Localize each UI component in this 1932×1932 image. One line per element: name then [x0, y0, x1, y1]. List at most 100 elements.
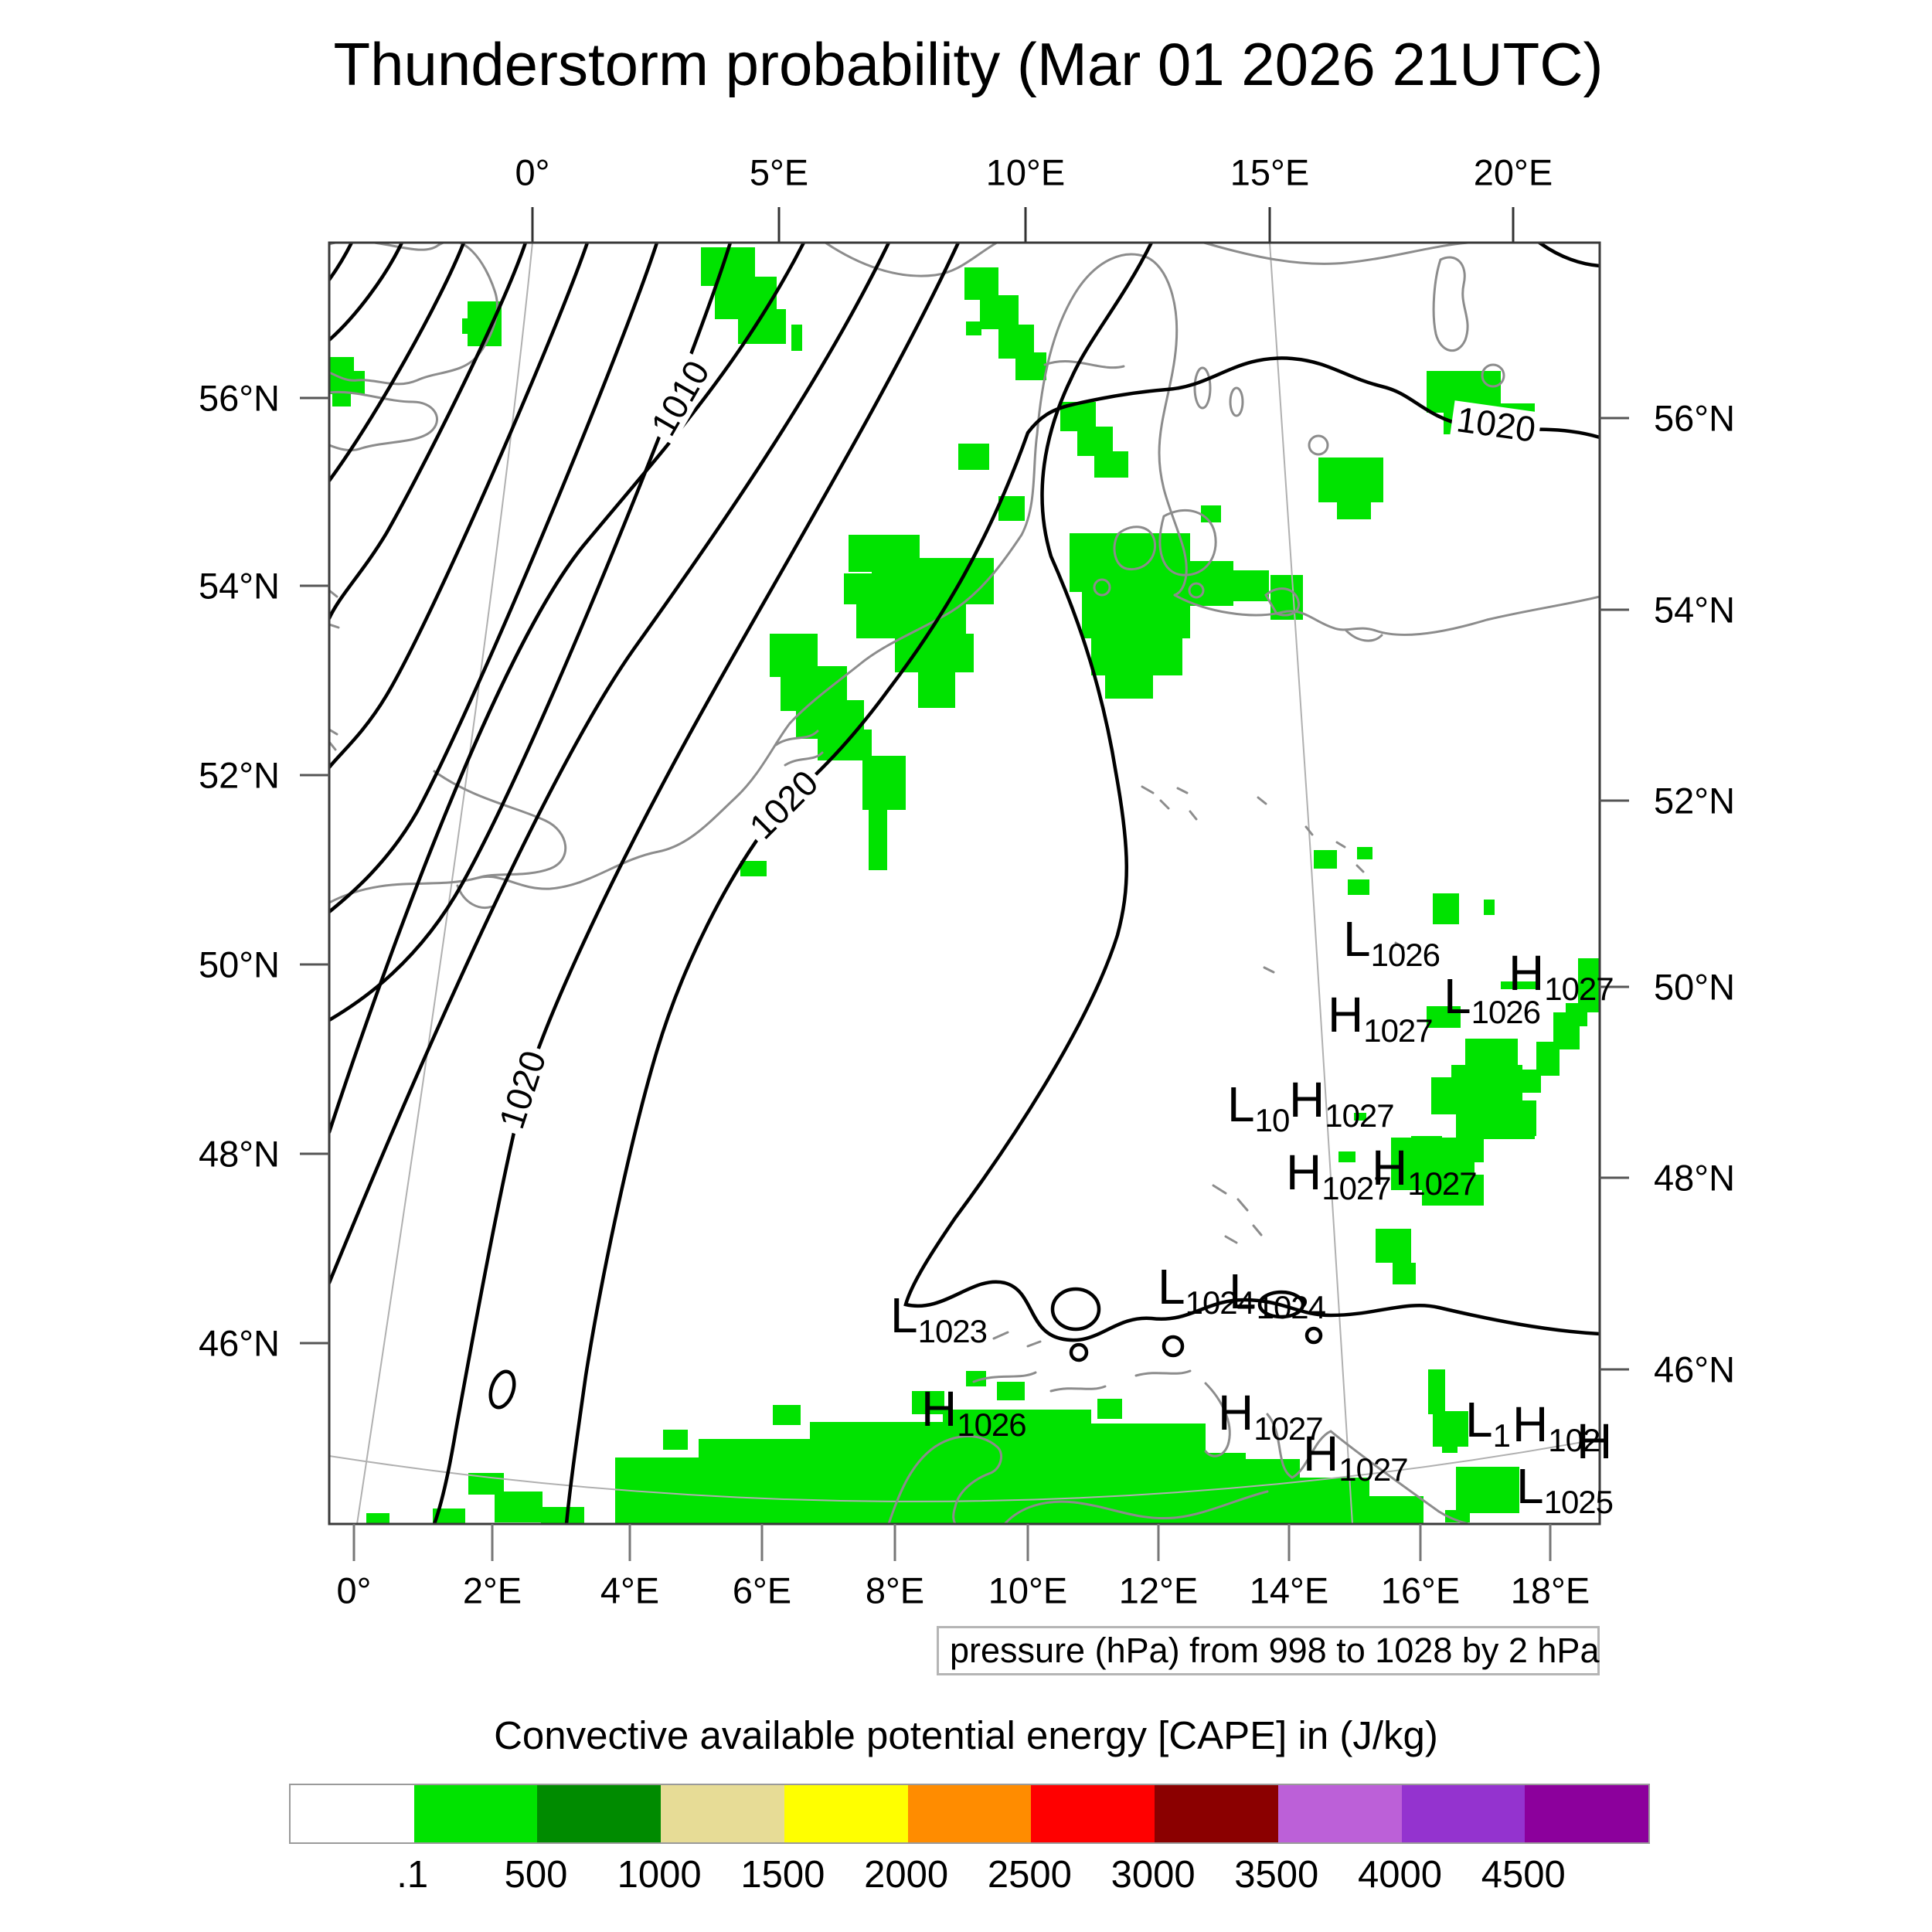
- pressure-center-letter: H: [1577, 1413, 1613, 1469]
- colorbar-segment: [1277, 1785, 1402, 1842]
- pressure-center-letter: L: [1343, 910, 1371, 967]
- isobar-layer: [329, 243, 1600, 1524]
- right-axis-label: 56°N: [1654, 397, 1736, 439]
- top-axis-label: 0°: [515, 151, 550, 193]
- left-axis-label: 54°N: [198, 565, 280, 607]
- bottom-axis-label: 10°E: [988, 1570, 1068, 1611]
- meridian-0deg: [356, 243, 533, 1524]
- parallel-45deg: [329, 1438, 1600, 1502]
- graticule-layer: [329, 243, 1600, 1524]
- pressure-center-high: H1027: [1303, 1425, 1409, 1485]
- right-axis-label: 52°N: [1654, 780, 1736, 821]
- pressure-center-value: 1025: [1543, 1483, 1614, 1520]
- top-axis-label: 10°E: [985, 151, 1066, 193]
- pressure-center-letter: H: [1286, 1144, 1322, 1200]
- bottom-axis-label: 4°E: [600, 1570, 660, 1611]
- colorbar-tick-label: 4000: [1358, 1854, 1443, 1896]
- pressure-center-low: L1: [1465, 1391, 1511, 1451]
- pressure-center-letter: H: [1303, 1425, 1339, 1481]
- colorbar-tick-label: 1500: [740, 1854, 825, 1896]
- pressure-center-value: 1027: [1321, 1169, 1391, 1206]
- pressure-center-low: L1024: [1229, 1263, 1326, 1323]
- right-axis-label: 48°N: [1654, 1157, 1736, 1199]
- colorbar-tick-label: 500: [504, 1854, 568, 1896]
- bottom-axis-label: 12°E: [1118, 1570, 1199, 1611]
- pressure-center-low: L1025: [1516, 1458, 1614, 1518]
- pressure-center-letter: H: [1509, 944, 1545, 1001]
- meridian-15deg: [1269, 243, 1353, 1524]
- colorbar-tick-label: 2000: [864, 1854, 949, 1896]
- pressure-center-low: L1024: [1158, 1262, 1255, 1318]
- colorbar-title: Convective available potential energy [C…: [494, 1713, 1438, 1757]
- colorbar-segment: [1525, 1785, 1649, 1842]
- bottom-axis-label: 0°: [336, 1570, 372, 1611]
- pressure-center-low: L1023: [890, 1291, 988, 1347]
- bottom-axis-label: 18°E: [1510, 1570, 1590, 1611]
- pressure-center-letter: H: [1218, 1384, 1254, 1440]
- pressure-center-value: 10: [1254, 1101, 1291, 1138]
- pressure-center-high: H1026: [921, 1380, 1027, 1440]
- colorbar-segment: [907, 1785, 1032, 1842]
- pressure-center-letter: L: [1158, 1258, 1185, 1315]
- pressure-center-high: H102: [1512, 1400, 1600, 1456]
- colorbar-segment: [1401, 1785, 1526, 1842]
- left-axis-label: 56°N: [198, 377, 280, 419]
- colorbar-tick-label: 3000: [1111, 1854, 1196, 1896]
- pressure-center-letter: L: [1227, 1076, 1255, 1132]
- colorbar-segment: [537, 1785, 662, 1842]
- colorbar-segment: [784, 1785, 908, 1842]
- pressure-center-value: 1027: [1544, 970, 1614, 1007]
- bottom-axis-label: 16°E: [1380, 1570, 1461, 1611]
- pressure-center-high: H: [1577, 1417, 1612, 1466]
- pressure-center-letter: H: [921, 1380, 957, 1437]
- pressure-center-value: 1027: [1363, 1012, 1433, 1049]
- pressure-center-value: 1026: [1471, 993, 1541, 1030]
- map-frame: [328, 241, 1601, 1526]
- right-axis-label: 46°N: [1654, 1349, 1736, 1390]
- colorbar-segment: [1031, 1785, 1155, 1842]
- pressure-center-value: 1024: [1185, 1284, 1255, 1321]
- pressure-center-letter: L: [1229, 1263, 1257, 1319]
- colorbar-tick-label: 2500: [987, 1854, 1072, 1896]
- pressure-center-letter: H: [1372, 1139, 1408, 1196]
- pressure-center-high: H1027: [1328, 990, 1434, 1046]
- cape-colorbar: [289, 1784, 1650, 1844]
- colorbar-tick-label: 3500: [1234, 1854, 1319, 1896]
- pressure-center-value: 1026: [1370, 936, 1440, 973]
- pressure-center-high: H1027: [1218, 1384, 1324, 1444]
- pressure-center-high: H1027: [1509, 944, 1614, 1005]
- coastline-layer: [329, 243, 1600, 1524]
- colorbar-segment: [661, 1785, 784, 1842]
- colorbar-segment: [413, 1785, 538, 1842]
- right-axis-label: 54°N: [1654, 589, 1736, 631]
- pressure-center-letter: L: [1465, 1391, 1493, 1447]
- colorbar-tick-label: 1000: [617, 1854, 702, 1896]
- pressure-center-high: H1027: [1372, 1143, 1478, 1199]
- bottom-axis-label: 14°E: [1249, 1570, 1329, 1611]
- pressure-center-value: 1027: [1338, 1451, 1408, 1488]
- pressure-legend-box: pressure (hPa) from 998 to 1028 by 2 hPa: [937, 1626, 1600, 1675]
- pressure-center-value: 1026: [957, 1406, 1026, 1443]
- pressure-center-low: L1026: [1343, 910, 1440, 971]
- pressure-center-value: 1023: [917, 1312, 988, 1349]
- pressure-center-value: 1: [1492, 1417, 1511, 1454]
- colorbar-tick-label: .1: [396, 1854, 429, 1896]
- bottom-axis-label: 2°E: [462, 1570, 522, 1611]
- right-axis-label: 50°N: [1654, 966, 1736, 1008]
- pressure-center-value: 1027: [1325, 1097, 1394, 1134]
- left-axis-label: 50°N: [198, 944, 280, 985]
- pressure-center-letter: L: [1516, 1458, 1544, 1514]
- pressure-center-letter: H: [1512, 1396, 1549, 1452]
- pressure-center-high: H1027: [1286, 1144, 1392, 1204]
- pressure-center-low: L10: [1227, 1076, 1290, 1136]
- left-axis-label: 48°N: [198, 1133, 280, 1175]
- pressure-center-value: 1024: [1256, 1288, 1326, 1325]
- colorbar-tick-label: 4500: [1481, 1854, 1566, 1896]
- page-title: Thunderstorm probability (Mar 01 2026 21…: [333, 30, 1604, 98]
- pressure-center-letter: L: [890, 1287, 918, 1343]
- colorbar-segment: [1155, 1785, 1278, 1842]
- top-axis-label: 15°E: [1230, 151, 1310, 193]
- pressure-center-value: 102: [1548, 1421, 1600, 1458]
